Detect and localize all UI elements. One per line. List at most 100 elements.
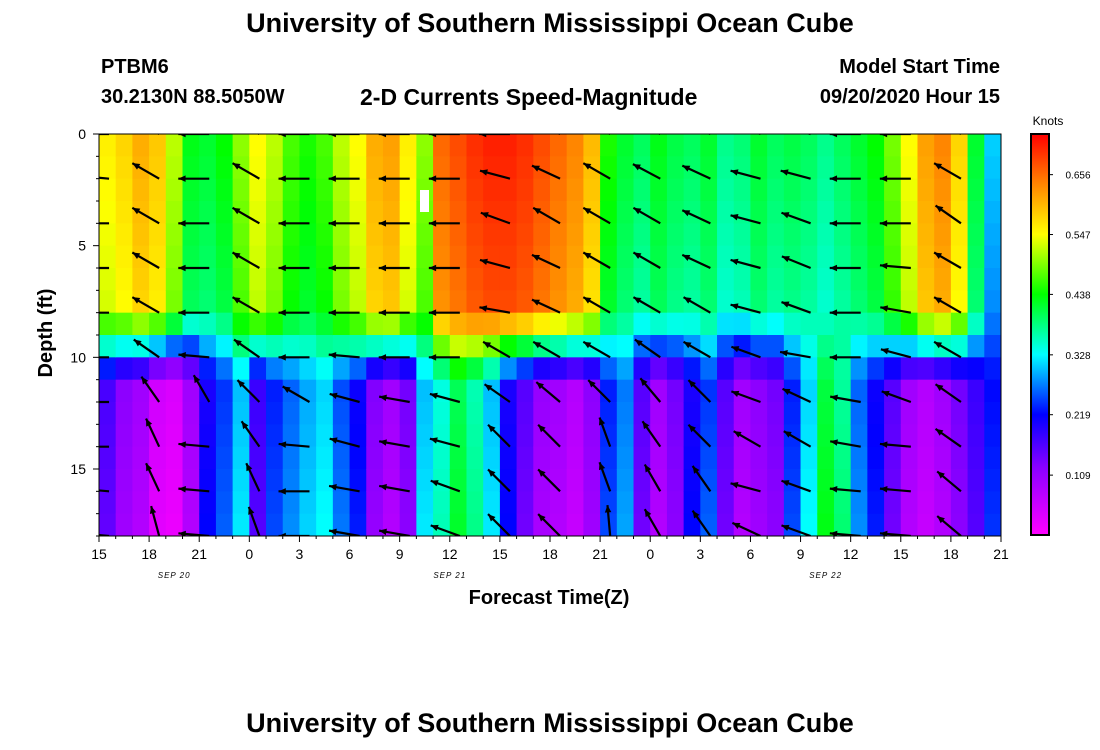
current-vector [131, 296, 160, 314]
heatmap-cell [499, 335, 518, 358]
heatmap-cell [533, 156, 551, 180]
heatmap-cell [984, 379, 1001, 403]
heatmap-cell [149, 245, 167, 269]
heatmap-cell [149, 312, 167, 336]
heatmap-cell [917, 357, 935, 381]
heatmap-cell [449, 156, 468, 180]
heatmap-cell [115, 513, 133, 536]
heatmap-cell [633, 178, 651, 202]
heatmap-cell [349, 312, 367, 336]
heatmap-cell [600, 156, 618, 180]
heatmap-cell [683, 134, 701, 157]
footer-title: University of Southern Mississippi Ocean… [246, 708, 854, 738]
current-vector [231, 251, 260, 269]
heatmap-cell [416, 469, 434, 492]
heatmap-cell [733, 223, 752, 247]
current-vector [532, 340, 561, 359]
current-vector [537, 468, 561, 493]
heatmap-cell [382, 424, 401, 448]
current-vector [934, 204, 962, 225]
heatmap-cell [550, 290, 568, 314]
heatmap-cell [466, 424, 484, 448]
heatmap-cell [349, 245, 367, 269]
current-vector [730, 258, 761, 270]
current-vector [782, 387, 812, 403]
heatmap-cell [934, 201, 952, 224]
heatmap-cell [850, 357, 868, 381]
heatmap-cell [483, 446, 501, 470]
heatmap-cell [900, 178, 919, 202]
heatmap-cell [332, 245, 351, 269]
heatmap-cell [650, 402, 668, 425]
heatmap-cell [382, 223, 401, 247]
heatmap-cell [132, 312, 150, 336]
heatmap-cell [165, 290, 184, 314]
heatmap-cell [249, 245, 267, 269]
heatmap-cell [149, 290, 167, 314]
heatmap-cell [232, 402, 250, 425]
heatmap-cell [99, 335, 117, 358]
heatmap-cell [249, 156, 267, 180]
heatmap-cell [332, 513, 351, 536]
heatmap-cell [132, 268, 150, 291]
current-vector [829, 394, 861, 404]
heatmap-cell [215, 335, 234, 358]
heatmap-cell [550, 223, 568, 247]
current-vector [880, 348, 912, 359]
current-vector [829, 264, 861, 272]
heatmap-cell [182, 357, 200, 381]
heatmap-cell [934, 469, 952, 492]
heatmap-cell [833, 446, 852, 470]
heatmap-cell [249, 134, 267, 157]
heatmap-cell [332, 156, 351, 180]
current-vector [178, 352, 210, 359]
current-vector [328, 352, 360, 359]
heatmap-cell [616, 178, 635, 202]
heatmap-cell [499, 245, 518, 269]
current-vector [247, 506, 261, 536]
current-vector [278, 441, 310, 448]
current-vector [378, 354, 410, 361]
heatmap-cell [499, 357, 518, 381]
heatmap-cell [750, 312, 768, 336]
current-vector [532, 206, 561, 225]
heatmap-cell [717, 446, 735, 470]
current-vector [582, 251, 611, 269]
heatmap-cell [616, 402, 635, 425]
heatmap-cell [850, 156, 868, 180]
heatmap-cell [516, 513, 534, 536]
heatmap-cell [349, 335, 367, 358]
heatmap-cell [366, 156, 384, 180]
heatmap-cell [650, 335, 668, 358]
x-axis-label: Forecast Time(Z) [469, 587, 630, 609]
current-vector [178, 220, 210, 227]
current-vector [131, 251, 160, 269]
heatmap-cell [299, 357, 317, 381]
current-vector [582, 206, 611, 225]
heatmap-cell [165, 424, 184, 448]
x-date-label: SEP 20 [158, 571, 191, 580]
heatmap-cell [149, 513, 167, 536]
heatmap-cell [934, 268, 952, 291]
heatmap-cell [433, 402, 451, 425]
heatmap-cell [566, 469, 584, 492]
current-vector [632, 206, 661, 225]
heatmap-cell [867, 156, 885, 180]
heatmap-cell [934, 223, 952, 247]
heatmap-cell [149, 178, 167, 202]
heatmap-cell [833, 513, 852, 536]
heatmap-cell [800, 513, 818, 536]
heatmap-cell [232, 469, 250, 492]
current-vector [632, 251, 661, 269]
heatmap-cell [833, 357, 852, 381]
heatmap-cell [466, 201, 484, 224]
heatmap-cell [583, 178, 601, 202]
heatmap-cell [817, 424, 835, 448]
heatmap-cell [115, 156, 133, 180]
heatmap-cell [934, 424, 952, 448]
x-tick-label: 9 [797, 546, 805, 562]
current-vector [779, 350, 811, 359]
heatmap-cell [99, 156, 117, 180]
current-vector [245, 462, 261, 492]
heatmap-cell [666, 513, 685, 536]
